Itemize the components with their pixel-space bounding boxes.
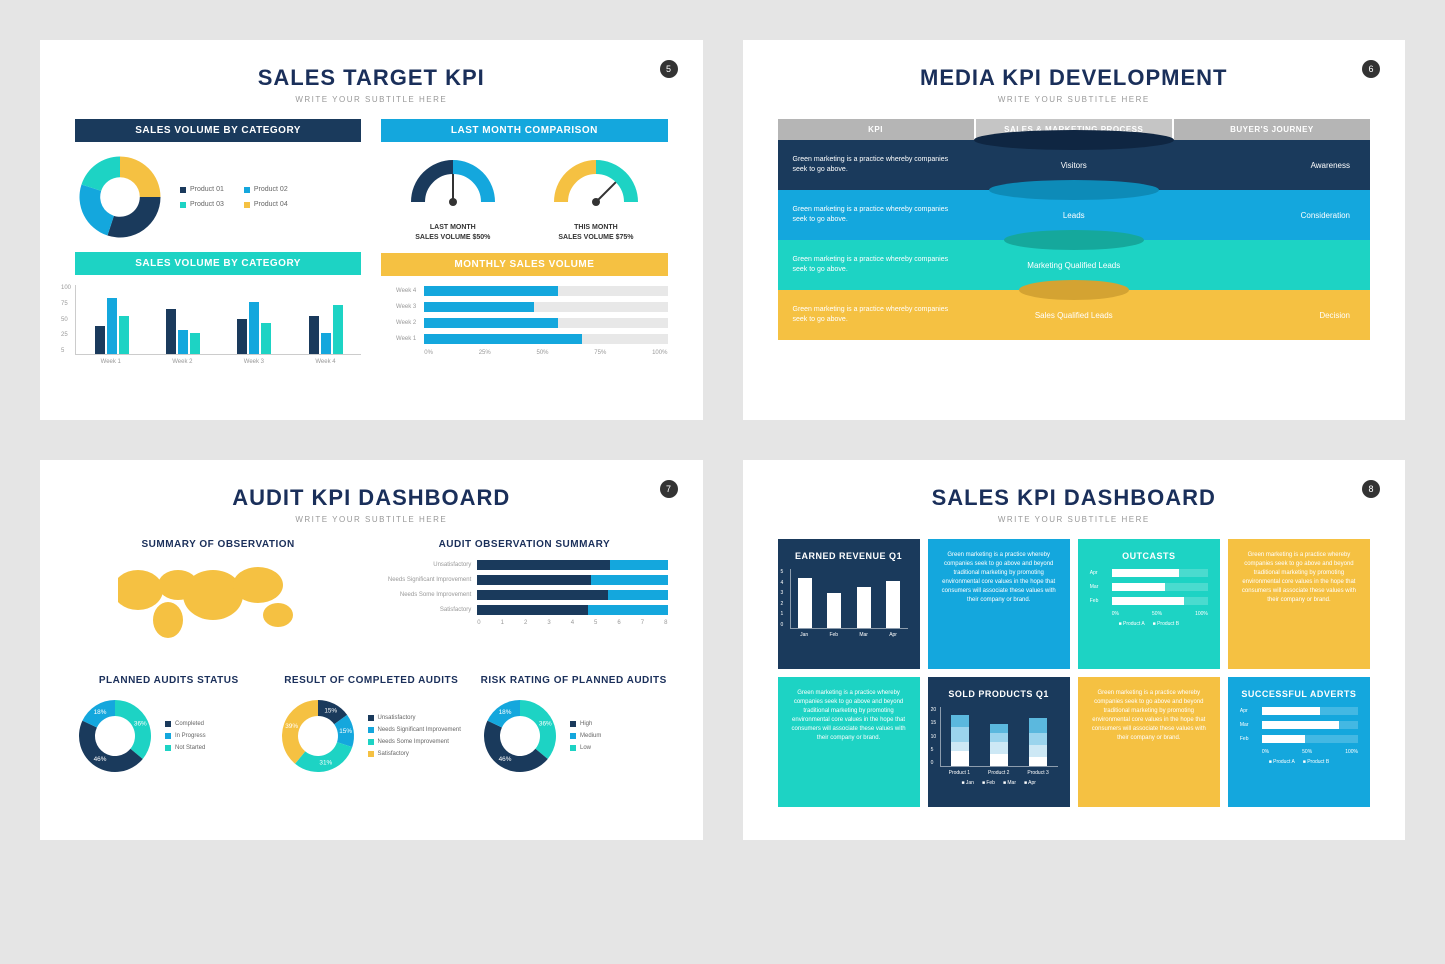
audit-bars: UnsatisfactoryNeeds Significant Improvem… <box>381 560 667 626</box>
svg-text:18%: 18% <box>499 709 512 716</box>
slide-subtitle: WRITE YOUR SUBTITLE HERE <box>75 95 668 104</box>
hbar-chart: Week 4Week 3Week 2Week 10%25%50%75%100% <box>381 276 667 356</box>
section-title: SUMMARY OF OBSERVATION <box>75 539 361 550</box>
band-comparison: LAST MONTH COMPARISON <box>381 119 667 142</box>
slide-subtitle: WRITE YOUR SUBTITLE HERE <box>778 95 1371 104</box>
section-title: AUDIT OBSERVATION SUMMARY <box>381 539 667 550</box>
slide-title: SALES TARGET KPI <box>75 65 668 91</box>
slide-sales-kpi: 8 SALES KPI DASHBOARD WRITE YOUR SUBTITL… <box>743 460 1406 840</box>
slide-number: 8 <box>1362 480 1380 498</box>
slide-title: SALES KPI DASHBOARD <box>778 485 1371 511</box>
svg-text:15%: 15% <box>339 728 352 735</box>
slide-media-kpi: 6 MEDIA KPI DEVELOPMENT WRITE YOUR SUBTI… <box>743 40 1406 420</box>
slide-number: 6 <box>1362 60 1380 78</box>
section-title: RISK RATING OF PLANNED AUDITS <box>480 675 668 686</box>
world-map <box>75 560 361 660</box>
slide-title: MEDIA KPI DEVELOPMENT <box>778 65 1371 91</box>
svg-text:39%: 39% <box>285 723 298 730</box>
band-monthly: MONTHLY SALES VOLUME <box>381 253 667 276</box>
section-title: RESULT OF COMPLETED AUDITS <box>278 675 466 686</box>
section-title: PLANNED AUDITS STATUS <box>75 675 263 686</box>
svg-text:31%: 31% <box>319 759 332 766</box>
svg-text:36%: 36% <box>539 721 552 728</box>
card-grid: EARNED REVENUE Q1543210JanFebMarAprGreen… <box>778 539 1371 807</box>
band-category2: SALES VOLUME BY CATEGORY <box>75 252 361 275</box>
funnel: Green marketing is a practice whereby co… <box>778 140 1371 340</box>
svg-text:18%: 18% <box>94 709 107 716</box>
band-category: SALES VOLUME BY CATEGORY <box>75 119 361 142</box>
bar-chart: 1007550255 <box>75 285 361 355</box>
donut-legend: Product 01Product 02Product 03Product 04 <box>180 186 288 208</box>
slide-subtitle: WRITE YOUR SUBTITLE HERE <box>778 515 1371 524</box>
slide-number: 7 <box>660 480 678 498</box>
slide-subtitle: WRITE YOUR SUBTITLE HERE <box>75 515 668 524</box>
svg-text:46%: 46% <box>499 756 512 763</box>
svg-text:46%: 46% <box>94 756 107 763</box>
slide-title: AUDIT KPI DASHBOARD <box>75 485 668 511</box>
donut-chart <box>75 152 165 242</box>
svg-text:36%: 36% <box>134 721 147 728</box>
slide-sales-target: 5 SALES TARGET KPI WRITE YOUR SUBTITLE H… <box>40 40 703 420</box>
slide-number: 5 <box>660 60 678 78</box>
svg-text:15%: 15% <box>324 708 337 715</box>
slide-audit-kpi: 7 AUDIT KPI DASHBOARD WRITE YOUR SUBTITL… <box>40 460 703 840</box>
